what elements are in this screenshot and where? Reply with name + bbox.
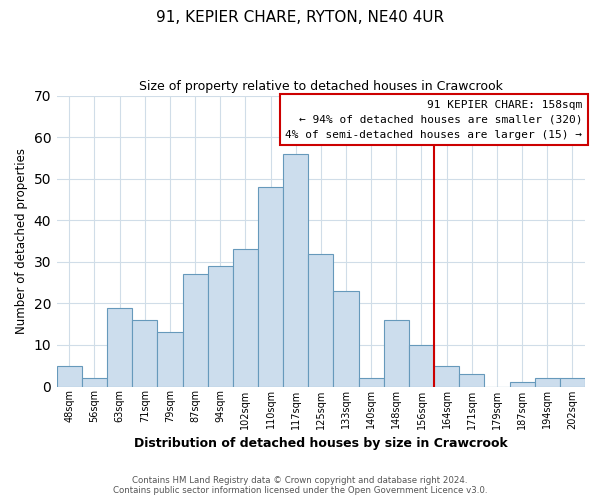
Bar — [509, 382, 535, 386]
Bar — [359, 378, 384, 386]
Bar — [182, 274, 208, 386]
Bar — [334, 291, 359, 386]
Bar — [560, 378, 585, 386]
Bar — [535, 378, 560, 386]
Text: Contains HM Land Registry data © Crown copyright and database right 2024.
Contai: Contains HM Land Registry data © Crown c… — [113, 476, 487, 495]
Bar — [409, 345, 434, 387]
Bar — [107, 308, 132, 386]
Y-axis label: Number of detached properties: Number of detached properties — [15, 148, 28, 334]
Bar — [283, 154, 308, 386]
Bar — [384, 320, 409, 386]
Bar — [57, 366, 82, 386]
Bar — [434, 366, 459, 386]
Text: 91, KEPIER CHARE, RYTON, NE40 4UR: 91, KEPIER CHARE, RYTON, NE40 4UR — [156, 10, 444, 25]
Bar — [157, 332, 182, 386]
Text: 91 KEPIER CHARE: 158sqm
← 94% of detached houses are smaller (320)
4% of semi-de: 91 KEPIER CHARE: 158sqm ← 94% of detache… — [286, 100, 583, 140]
Bar — [132, 320, 157, 386]
Bar — [258, 187, 283, 386]
Bar — [82, 378, 107, 386]
Bar — [233, 250, 258, 386]
Bar — [208, 266, 233, 386]
Title: Size of property relative to detached houses in Crawcrook: Size of property relative to detached ho… — [139, 80, 503, 93]
Bar — [308, 254, 334, 386]
X-axis label: Distribution of detached houses by size in Crawcrook: Distribution of detached houses by size … — [134, 437, 508, 450]
Bar — [459, 374, 484, 386]
